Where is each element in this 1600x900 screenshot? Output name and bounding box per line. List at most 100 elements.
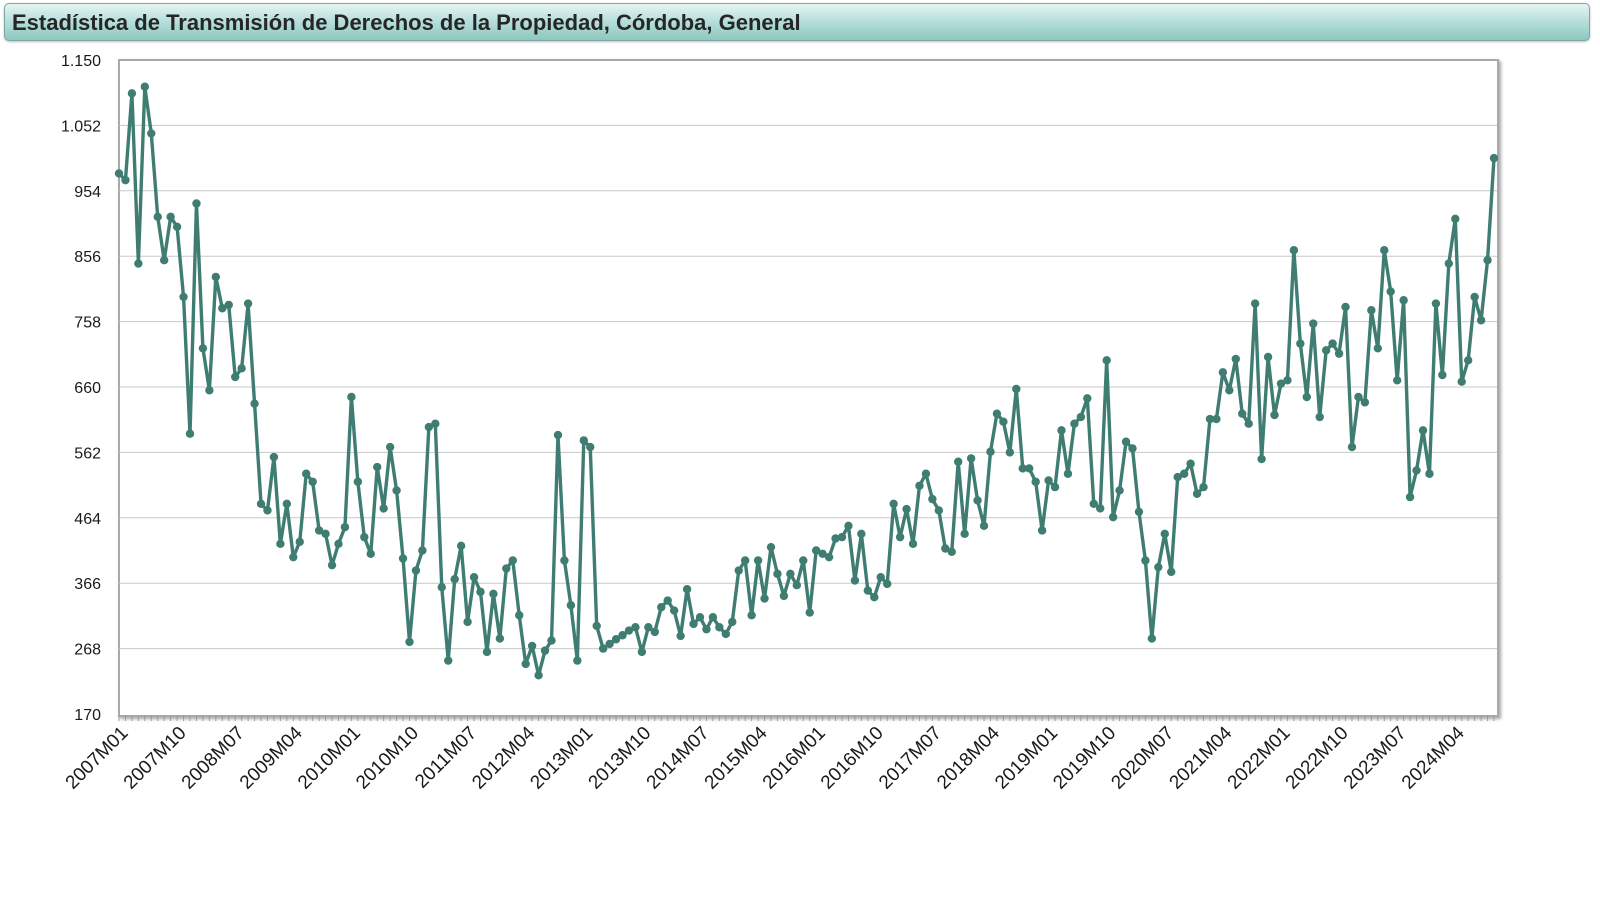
x-tick-label: 2007M01 [62, 723, 133, 794]
data-point [734, 566, 743, 575]
data-point [495, 634, 505, 643]
data-point [1238, 409, 1247, 418]
data-point [205, 386, 214, 395]
data-point [895, 532, 905, 542]
y-tick-label: 660 [74, 380, 101, 397]
data-point [1192, 489, 1202, 498]
data-point [560, 556, 569, 565]
x-tick-label: 2022M01 [1224, 723, 1295, 794]
data-point [1451, 214, 1460, 224]
data-point [702, 625, 711, 634]
x-tick-label: 2018M04 [933, 722, 1004, 793]
data-point [579, 436, 588, 445]
y-tick-label: 954 [74, 184, 101, 201]
data-point [870, 593, 879, 602]
data-point [837, 532, 847, 542]
data-point [1289, 245, 1299, 255]
data-point [1121, 437, 1131, 446]
data-point [882, 579, 892, 589]
data-point [353, 477, 363, 486]
data-point [1263, 352, 1273, 362]
data-point [295, 537, 304, 547]
data-point [592, 621, 601, 631]
data-point [1341, 302, 1350, 312]
data-point [1018, 464, 1027, 473]
data-point [1179, 469, 1189, 478]
data-point [224, 300, 233, 310]
x-tick-label: 2017M07 [875, 723, 946, 794]
x-tick-label: 2019M01 [991, 723, 1062, 794]
data-point [1012, 384, 1021, 394]
series-line-general [117, 84, 1496, 677]
data-point [140, 82, 150, 91]
data-point [1296, 339, 1305, 348]
data-point [811, 546, 821, 555]
data-point [1167, 567, 1176, 577]
data-point [1005, 448, 1015, 457]
data-point [644, 623, 653, 632]
data-point [366, 549, 375, 559]
data-point [1334, 349, 1344, 358]
data-point [1154, 562, 1163, 572]
y-tick-label: 856 [74, 249, 101, 266]
x-tick-label: 2022M10 [1282, 723, 1353, 794]
data-point [1354, 392, 1363, 402]
data-point [314, 526, 324, 535]
data-point [1044, 476, 1053, 485]
data-point [1050, 482, 1060, 492]
data-point [269, 452, 279, 462]
x-tick-label: 2016M10 [817, 723, 888, 794]
data-point [1347, 442, 1357, 452]
data-point [469, 572, 479, 582]
x-tick-label: 2009M04 [236, 722, 307, 793]
data-point [282, 499, 292, 508]
data-point [418, 546, 427, 555]
x-tick-label: 2024M04 [1398, 722, 1469, 793]
data-point [657, 603, 666, 612]
x-tick-label: 2015M04 [701, 722, 772, 793]
data-point [876, 572, 885, 582]
data-point [624, 626, 634, 635]
data-point [715, 623, 724, 632]
data-point [586, 442, 595, 452]
data-point [747, 611, 756, 620]
data-point [618, 631, 627, 640]
data-point [986, 447, 995, 456]
data-point [1147, 634, 1157, 643]
data-point [1483, 256, 1492, 265]
data-point [1270, 410, 1279, 420]
data-point [482, 647, 492, 657]
data-point [979, 521, 989, 531]
data-point [818, 549, 827, 559]
x-tick-label: 2012M04 [468, 722, 539, 793]
data-point [908, 539, 918, 549]
data-point [1276, 379, 1286, 388]
data-point [1160, 529, 1169, 539]
data-point [1257, 454, 1266, 464]
data-point [695, 613, 705, 622]
data-point [179, 292, 188, 302]
data-point [799, 556, 808, 565]
data-point [373, 462, 382, 472]
data-point [1057, 426, 1066, 435]
data-point [547, 636, 556, 645]
data-point [928, 494, 937, 504]
data-point [527, 641, 537, 651]
data-point [521, 659, 530, 669]
data-point [721, 629, 731, 639]
data-point [863, 586, 873, 595]
data-point [437, 583, 446, 592]
x-tick-label: 2014M07 [643, 723, 714, 794]
data-point [250, 399, 259, 408]
y-tick-label: 268 [74, 642, 101, 659]
data-point [973, 496, 982, 505]
data-point [463, 617, 472, 627]
data-point [728, 617, 737, 627]
data-point [1141, 556, 1150, 565]
data-point [1386, 287, 1395, 296]
data-point [889, 499, 898, 508]
x-tick-label: 2019M10 [1049, 723, 1120, 794]
data-point [185, 429, 195, 438]
data-point [1096, 504, 1105, 513]
